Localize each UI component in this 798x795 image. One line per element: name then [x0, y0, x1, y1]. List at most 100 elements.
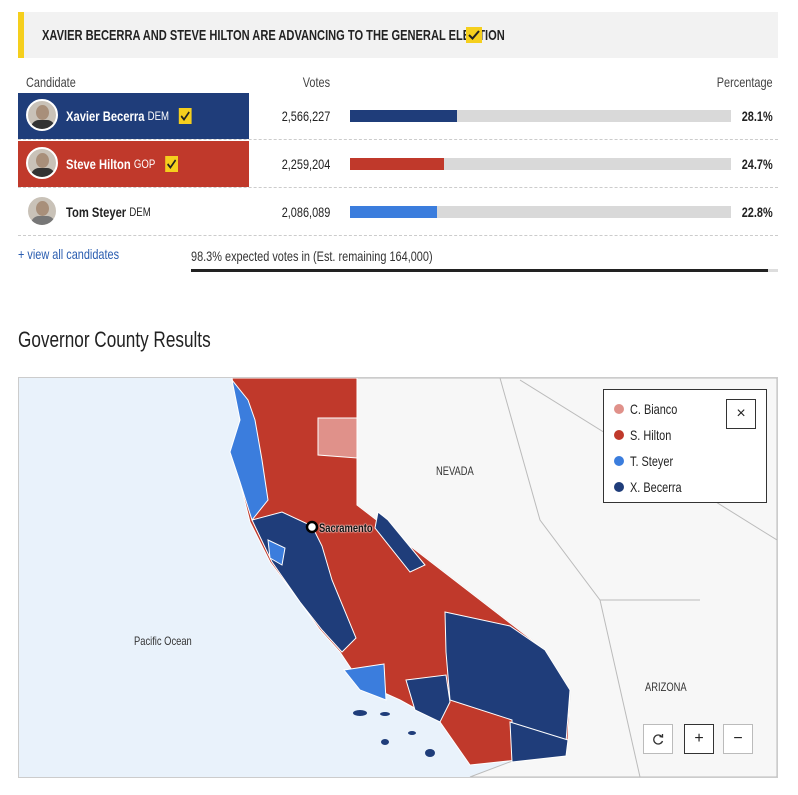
ocean-label-wrap: Pacific Ocean	[134, 634, 208, 648]
progress-track	[191, 269, 778, 272]
bar	[350, 206, 437, 218]
map-title-wrap: Governor County Results	[18, 327, 318, 353]
name-wrap: Xavier Becerra DEM	[66, 108, 266, 124]
name-cell: Steve Hilton GOP	[18, 141, 249, 187]
banner-check	[466, 27, 482, 43]
status-text: 98.3% expected votes in (Est. remaining …	[191, 248, 433, 264]
name-cell: Tom Steyer DEM	[18, 189, 249, 235]
header-percentage: Percentage	[701, 74, 773, 90]
percent: 22.8%	[742, 204, 773, 220]
header-votes: Votes	[295, 74, 330, 90]
bar-track	[350, 158, 731, 170]
legend-item: S. Hilton	[614, 427, 683, 443]
avatar	[26, 99, 58, 131]
votes: 2,566,227	[281, 108, 330, 124]
map-title: Governor County Results	[18, 327, 211, 352]
check-icon	[166, 159, 176, 169]
view-all-link[interactable]: + view all candidates	[18, 246, 148, 262]
legend-swatch	[614, 482, 624, 492]
city-label: Sacramento	[319, 521, 373, 535]
zoom-in-icon[interactable]: +	[694, 730, 704, 747]
name-wrap: Tom Steyer DEM	[66, 204, 266, 220]
candidate-row: Xavier Becerra DEM 2,566,227 28.1%	[18, 93, 778, 140]
county	[509, 721, 569, 763]
legend-label: X. Becerra	[630, 479, 682, 495]
avatar-head	[36, 153, 49, 168]
header-text: Percentage	[717, 74, 773, 90]
avatar-body	[31, 168, 55, 177]
bar-track	[350, 110, 731, 122]
islands	[353, 710, 435, 757]
legend-label: T. Steyer	[630, 453, 674, 469]
votes: 2,086,089	[281, 204, 330, 220]
votes: 2,259,204	[281, 156, 330, 172]
candidate-party: DEM	[147, 109, 169, 123]
county	[229, 379, 269, 522]
state-label: NEVADA	[436, 464, 474, 478]
name-wrap: Steve Hilton GOP	[66, 156, 266, 172]
banner-text-wrap: XAVIER BECERRA AND STEVE HILTON ARE ADVA…	[42, 27, 602, 44]
name-line: Xavier Becerra DEM	[66, 108, 192, 124]
city-dot	[305, 520, 319, 534]
candidate-row: Tom Steyer DEM 2,086,089 22.8%	[18, 189, 778, 236]
avatar-body	[31, 216, 55, 225]
avatar-head	[36, 105, 49, 120]
check-icon	[468, 30, 480, 40]
banner-accent	[18, 12, 24, 58]
header-text: Candidate	[26, 74, 76, 90]
header-candidate: Candidate	[26, 74, 90, 90]
bar-track	[350, 206, 731, 218]
progress-fill	[191, 269, 768, 272]
banner: XAVIER BECERRA AND STEVE HILTON ARE ADVA…	[18, 12, 778, 58]
legend-close[interactable]: ×	[726, 399, 756, 429]
name-cell: Xavier Becerra DEM	[18, 93, 249, 139]
close-icon[interactable]: ×	[736, 405, 746, 422]
check-icon	[180, 111, 190, 121]
status-wrap: 98.3% expected votes in (Est. remaining …	[191, 248, 591, 264]
winner-check	[178, 108, 192, 124]
avatar-body	[31, 120, 55, 129]
candidate-party: DEM	[129, 205, 151, 219]
candidate-party: GOP	[133, 157, 156, 171]
candidate-name: Tom Steyer	[66, 204, 127, 220]
map: Sacramento NEVADA ARIZONA Pacific Ocean …	[18, 377, 778, 778]
bar	[350, 158, 445, 170]
county	[317, 417, 358, 459]
state-label-wrap: ARIZONA	[645, 680, 698, 694]
reset-icon[interactable]	[652, 733, 664, 745]
legend-swatch	[614, 404, 624, 414]
county	[405, 674, 451, 723]
state-label: ARIZONA	[645, 680, 687, 694]
legend-label: C. Bianco	[630, 401, 678, 417]
legend-swatch	[614, 456, 624, 466]
avatar	[26, 195, 58, 227]
county	[374, 511, 426, 573]
candidate-name: Xavier Becerra	[66, 108, 145, 124]
legend-label: S. Hilton	[630, 427, 672, 443]
legend-swatch	[614, 430, 624, 440]
banner-text: XAVIER BECERRA AND STEVE HILTON ARE ADVA…	[42, 27, 505, 44]
city-label-wrap: Sacramento	[319, 521, 388, 535]
avatar	[26, 147, 58, 179]
header-text: Votes	[302, 74, 330, 90]
zoom-out-button[interactable]: −	[723, 724, 753, 754]
percent: 24.7%	[742, 156, 773, 172]
link-text[interactable]: + view all candidates	[18, 246, 120, 262]
legend: C. Bianco S. Hilton T. Steyer X. Becerra ×	[603, 389, 767, 503]
name-line: Tom Steyer DEM	[66, 204, 151, 220]
bar	[350, 110, 458, 122]
candidate-row: Steve Hilton GOP 2,259,204 24.7%	[18, 141, 778, 188]
zoom-out-icon[interactable]: −	[733, 730, 743, 747]
zoom-in-button[interactable]: +	[684, 724, 714, 754]
legend-item: C. Bianco	[614, 401, 691, 417]
ocean-label: Pacific Ocean	[134, 634, 192, 648]
legend-item: X. Becerra	[614, 479, 696, 495]
county	[343, 663, 387, 701]
reset-button[interactable]	[643, 724, 673, 754]
winner-check	[164, 156, 178, 172]
state-label-wrap: NEVADA	[436, 464, 484, 478]
name-line: Steve Hilton GOP	[66, 156, 178, 172]
candidate-name: Steve Hilton	[66, 156, 131, 172]
percent: 28.1%	[742, 108, 773, 124]
legend-item: T. Steyer	[614, 453, 685, 469]
